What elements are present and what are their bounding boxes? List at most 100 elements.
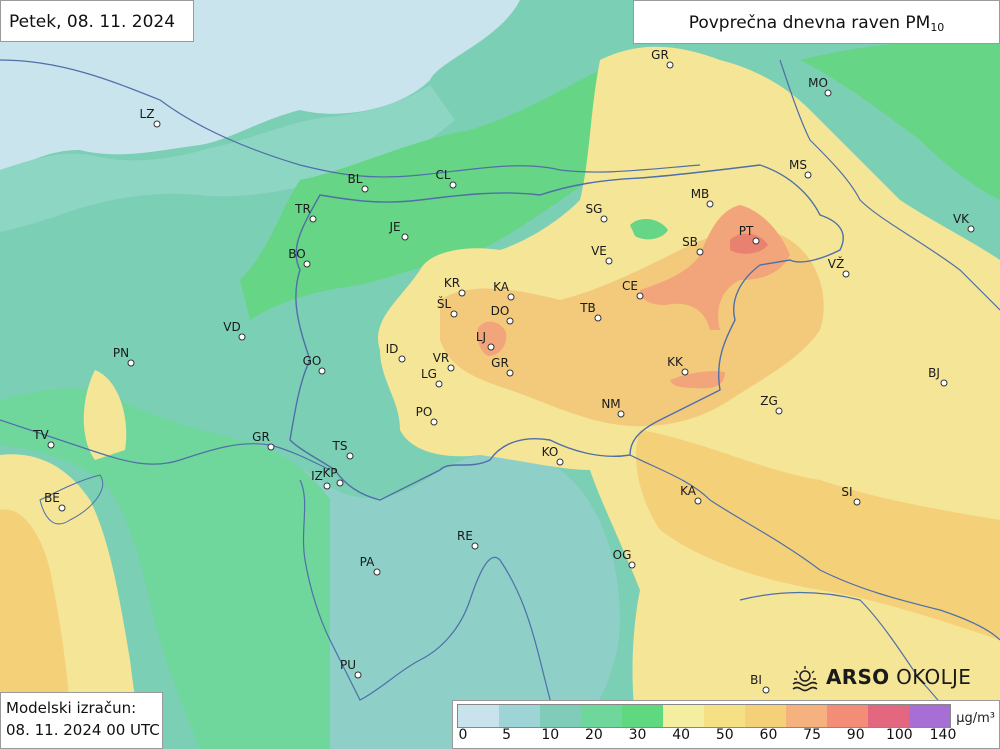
city-label: VŽ [828,256,844,271]
city-label: ID [386,342,399,356]
city-label: SB [682,235,698,249]
city-marker: DO [491,304,514,325]
city-label: TV [32,428,49,442]
city-label: BE [44,491,60,505]
city-marker: NM [601,397,625,418]
city-dot [694,497,702,505]
city-marker: VŽ [828,256,850,278]
legend-tick-label: 10 [541,727,560,743]
city-marker: TV [32,428,55,449]
date-label: Petek, 08. 11. 2024 [0,0,194,42]
city-label: PN [113,346,129,360]
city-marker: KP [322,466,344,487]
city-label: ZG [760,394,778,408]
city-label: TR [294,202,311,216]
border-croatia-south [629,454,1000,641]
city-label: PU [340,658,356,672]
city-dot [967,225,975,233]
city-label: LG [421,367,437,381]
hotspot-krsko [670,371,725,389]
city-label: VR [433,351,450,365]
city-label: VK [953,212,970,226]
city-dot [398,355,406,363]
city-dot [628,561,636,569]
city-label: MO [808,76,828,90]
city-dot [318,367,326,375]
city-dot [323,482,331,490]
city-label: VD [223,320,240,334]
city-dot [435,380,443,388]
city-marker: MO [808,76,832,97]
city-dot [600,215,608,223]
east-orange-zone [636,430,1000,640]
coastline-italy [0,419,331,471]
sg-green-core [630,218,668,240]
city-marker: VR [433,351,455,372]
legend-swatch [622,705,663,727]
city-label: OG [613,548,632,562]
legend-tick-label: 100 [885,727,913,743]
city-label: DO [491,304,510,318]
venice-lagoon [39,474,104,525]
city-dot [617,410,625,418]
southwest-green-zone [0,388,330,749]
map-title: Povprečna dnevna raven PM10 [633,0,1000,44]
city-label: KR [444,276,460,290]
alps-mid-zone [0,85,455,232]
city-dot [153,120,161,128]
city-label: IZ [311,469,323,483]
city-marker: LG [421,367,443,388]
city-marker: GR [252,430,275,451]
city-label: BI [750,673,762,687]
city-dot [127,359,135,367]
city-dot [506,317,514,325]
city-dot [636,292,644,300]
north-green-band [240,60,660,320]
city-marker: TB [579,301,602,322]
city-label: KO [542,445,559,459]
legend-tick-label: 90 [846,727,865,743]
city-dot [267,443,275,451]
city-marker: IZ [311,469,331,490]
legend-unit: µg/m³ [956,711,995,726]
city-marker: MS [789,158,812,179]
city-dot [507,293,515,301]
east-green-strip [800,40,1000,200]
city-marker: OG [613,548,636,569]
city-marker: BO [288,247,311,268]
city-dot [309,215,317,223]
city-dot [336,479,344,487]
brand-name: ARSO OKOLJE [826,665,971,689]
border-hungary [779,59,1000,311]
city-label: BL [348,172,363,186]
city-marker: BL [348,172,369,193]
city-label: LJ [476,330,486,344]
title-text: Povprečna dnevna raven PM [688,13,931,33]
city-marker: TS [332,439,354,460]
city-dot [605,257,613,265]
city-dot [487,343,495,351]
city-marker: SG [586,202,608,223]
city-marker: BJ [928,366,948,387]
city-dot [853,498,861,506]
city-label: GR [252,430,270,444]
city-marker: BI [750,673,770,694]
city-label: KA [493,280,510,294]
legend-swatch [663,705,704,727]
legend-tick-label: 75 [803,727,821,743]
city-marker: ID [386,342,406,363]
city-marker: MB [691,187,714,208]
city-marker: KA [493,280,515,301]
legend-tick-label: 40 [672,727,691,743]
city-marker: PN [113,346,135,367]
city-dot [696,248,704,256]
city-dot [804,171,812,179]
city-dot [450,310,458,318]
city-marker: JE [388,220,409,241]
city-marker: GR [491,356,514,377]
city-label: CE [622,279,638,293]
city-label: VE [591,244,607,258]
city-dot [346,452,354,460]
city-label: KA [680,484,697,498]
legend-swatch [868,705,909,727]
